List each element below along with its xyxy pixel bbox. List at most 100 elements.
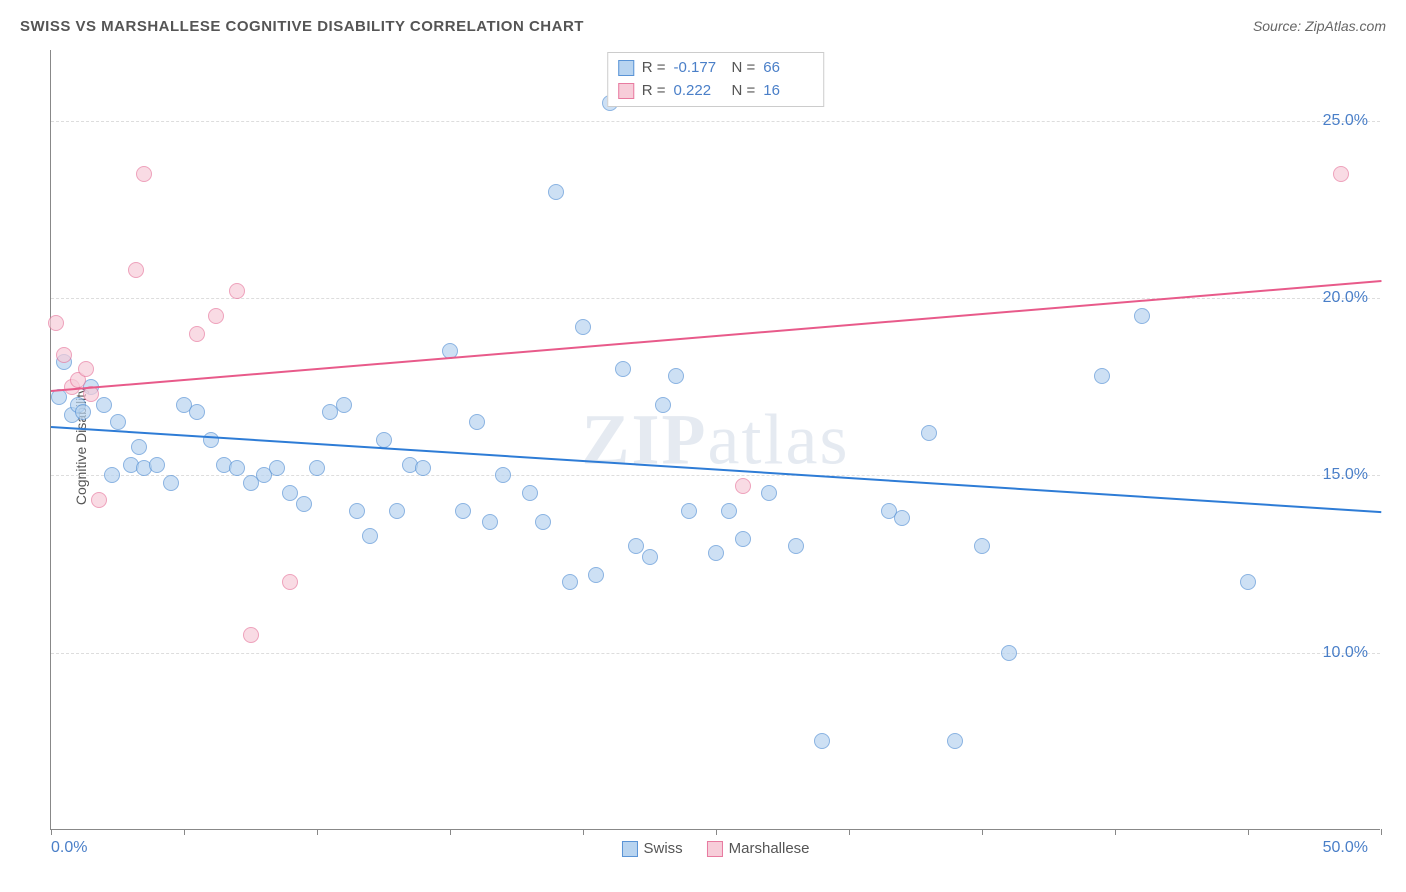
- legend-label-swiss: Swiss: [643, 840, 682, 857]
- scatter-point-swiss: [415, 460, 431, 476]
- scatter-point-swiss: [522, 485, 538, 501]
- scatter-point-swiss: [203, 432, 219, 448]
- y-tick-label: 15.0%: [1323, 466, 1368, 484]
- legend-swatch-swiss-b: [621, 841, 637, 857]
- scatter-point-marshallese: [91, 492, 107, 508]
- scatter-point-swiss: [51, 389, 67, 405]
- x-tick: [583, 829, 584, 835]
- scatter-point-marshallese: [1333, 166, 1349, 182]
- scatter-point-swiss: [615, 361, 631, 377]
- scatter-point-swiss: [149, 457, 165, 473]
- legend-r-value-marshallese: 0.222: [674, 80, 724, 103]
- scatter-point-swiss: [761, 485, 777, 501]
- scatter-point-swiss: [575, 319, 591, 335]
- scatter-point-swiss: [642, 549, 658, 565]
- x-tick: [317, 829, 318, 835]
- legend-item-marshallese: Marshallese: [707, 840, 810, 857]
- scatter-point-swiss: [735, 531, 751, 547]
- chart-source-label: Source: ZipAtlas.com: [1253, 18, 1386, 34]
- x-tick: [450, 829, 451, 835]
- legend-r-label: R =: [642, 57, 666, 80]
- scatter-point-marshallese: [136, 166, 152, 182]
- scatter-point-swiss: [562, 574, 578, 590]
- scatter-point-swiss: [535, 514, 551, 530]
- scatter-point-swiss: [1094, 368, 1110, 384]
- scatter-point-marshallese: [282, 574, 298, 590]
- scatter-point-swiss: [189, 404, 205, 420]
- x-tick: [1115, 829, 1116, 835]
- scatter-point-swiss: [588, 567, 604, 583]
- x-axis-min-label: 0.0%: [51, 839, 87, 857]
- scatter-point-swiss: [1134, 308, 1150, 324]
- scatter-point-swiss: [655, 397, 671, 413]
- scatter-point-marshallese: [735, 478, 751, 494]
- legend-r-label: R =: [642, 80, 666, 103]
- legend-r-value-swiss: -0.177: [674, 57, 724, 80]
- scatter-point-swiss: [131, 439, 147, 455]
- scatter-point-marshallese: [189, 326, 205, 342]
- scatter-point-marshallese: [208, 308, 224, 324]
- legend-n-label: N =: [732, 57, 756, 80]
- x-tick: [51, 829, 52, 835]
- gridline: [51, 121, 1380, 122]
- scatter-point-swiss: [681, 503, 697, 519]
- scatter-point-swiss: [96, 397, 112, 413]
- scatter-point-swiss: [309, 460, 325, 476]
- scatter-point-swiss: [482, 514, 498, 530]
- scatter-point-swiss: [708, 545, 724, 561]
- x-tick: [982, 829, 983, 835]
- scatter-point-marshallese: [48, 315, 64, 331]
- x-tick: [849, 829, 850, 835]
- legend-stats-row-marshallese: R = 0.222 N = 16: [618, 80, 814, 103]
- x-tick: [184, 829, 185, 835]
- scatter-point-marshallese: [78, 361, 94, 377]
- correlation-scatter-chart: SWISS VS MARSHALLESE COGNITIVE DISABILIT…: [10, 10, 1396, 882]
- legend-n-value-swiss: 66: [763, 57, 813, 80]
- scatter-point-marshallese: [56, 347, 72, 363]
- legend-n-label: N =: [732, 80, 756, 103]
- legend-n-value-marshallese: 16: [763, 80, 813, 103]
- scatter-point-swiss: [229, 460, 245, 476]
- scatter-point-swiss: [921, 425, 937, 441]
- legend-stats-row-swiss: R = -0.177 N = 66: [618, 57, 814, 80]
- trend-line-swiss: [51, 426, 1381, 513]
- scatter-point-swiss: [947, 733, 963, 749]
- scatter-point-swiss: [721, 503, 737, 519]
- scatter-point-swiss: [110, 414, 126, 430]
- scatter-point-swiss: [1240, 574, 1256, 590]
- scatter-point-swiss: [349, 503, 365, 519]
- legend-swatch-swiss: [618, 60, 634, 76]
- scatter-point-swiss: [376, 432, 392, 448]
- scatter-point-swiss: [974, 538, 990, 554]
- scatter-point-marshallese: [243, 627, 259, 643]
- scatter-point-swiss: [455, 503, 471, 519]
- scatter-point-swiss: [163, 475, 179, 491]
- scatter-point-swiss: [668, 368, 684, 384]
- scatter-point-swiss: [104, 467, 120, 483]
- scatter-point-swiss: [1001, 645, 1017, 661]
- y-tick-label: 25.0%: [1323, 112, 1368, 130]
- scatter-point-marshallese: [229, 283, 245, 299]
- legend-label-marshallese: Marshallese: [729, 840, 810, 857]
- scatter-point-swiss: [469, 414, 485, 430]
- scatter-point-swiss: [814, 733, 830, 749]
- x-axis-max-label: 50.0%: [1323, 839, 1368, 857]
- scatter-point-swiss: [296, 496, 312, 512]
- scatter-point-swiss: [788, 538, 804, 554]
- scatter-point-swiss: [495, 467, 511, 483]
- y-tick-label: 20.0%: [1323, 289, 1368, 307]
- watermark-suffix: atlas: [708, 399, 850, 479]
- plot-area: ZIPatlas R = -0.177 N = 66 R = 0.222 N =…: [50, 50, 1380, 830]
- legend-item-swiss: Swiss: [621, 840, 682, 857]
- x-tick: [716, 829, 717, 835]
- scatter-point-swiss: [362, 528, 378, 544]
- legend-series: Swiss Marshallese: [621, 840, 809, 857]
- scatter-point-swiss: [75, 404, 91, 420]
- scatter-point-swiss: [389, 503, 405, 519]
- legend-stats-box: R = -0.177 N = 66 R = 0.222 N = 16: [607, 52, 825, 107]
- x-tick: [1248, 829, 1249, 835]
- scatter-point-swiss: [548, 184, 564, 200]
- x-tick: [1381, 829, 1382, 835]
- legend-swatch-marshallese: [618, 83, 634, 99]
- legend-swatch-marshallese-b: [707, 841, 723, 857]
